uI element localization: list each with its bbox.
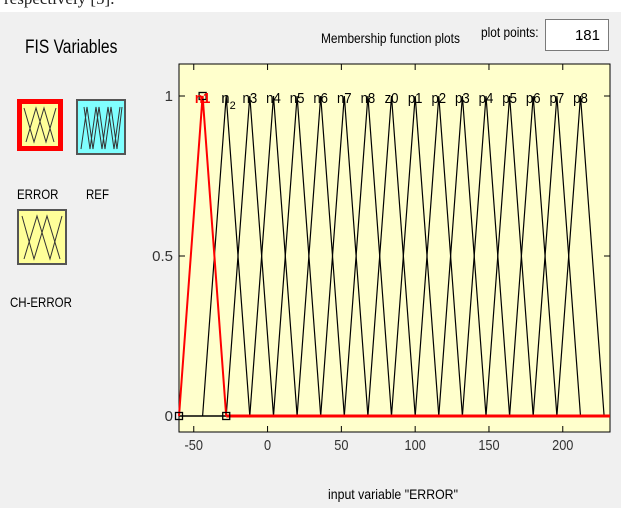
mf-label-p7: p7 xyxy=(550,89,565,106)
y-tick-label: 1 xyxy=(165,88,173,105)
mf-curve-p1 xyxy=(390,95,440,417)
mf-curve-p3 xyxy=(438,95,487,417)
mf-label-p3: p3 xyxy=(455,89,470,106)
variable-label-ref: REF xyxy=(86,186,109,202)
mf-curve-n2 xyxy=(202,95,251,417)
mf-label-p6: p6 xyxy=(526,89,541,106)
mf-curve-p7 xyxy=(532,95,582,417)
input-mf-icon xyxy=(19,211,65,263)
mf-curve-p2 xyxy=(414,95,463,417)
mf-vertex-handle[interactable] xyxy=(174,411,184,421)
variable-block-ref[interactable] xyxy=(76,99,126,155)
mf-label-p8: p8 xyxy=(573,89,588,106)
mf-label-n4: n4 xyxy=(266,89,281,106)
x-tick-label: 0 xyxy=(264,436,271,453)
mf-curve-p8 xyxy=(556,95,605,417)
variable-block-ch-error[interactable] xyxy=(17,209,67,265)
mf-curve-n1 xyxy=(178,95,228,417)
variable-block-error[interactable] xyxy=(17,99,63,151)
mf-label-n7: n7 xyxy=(337,89,352,106)
mf-curve-n8 xyxy=(343,95,393,417)
variable-label-error: ERROR xyxy=(17,186,59,202)
fis-variables-title: FIS Variables xyxy=(25,37,118,58)
input-mf-icon xyxy=(22,104,58,146)
mf-curve-p4 xyxy=(461,95,511,417)
x-tick-label: 200 xyxy=(552,436,573,453)
mf-curve-p6 xyxy=(509,95,558,417)
x-tick-label: 100 xyxy=(405,436,426,453)
y-tick-label: 0 xyxy=(165,408,173,425)
mf-label-p4: p4 xyxy=(479,89,494,106)
document-text-fragment: respectively [5]. xyxy=(0,0,621,12)
mf-label-n6: n6 xyxy=(313,89,328,106)
mf-curve-p5 xyxy=(485,95,534,417)
membership-plots-title: Membership function plots xyxy=(321,30,460,46)
mf-label-n3: n3 xyxy=(243,89,258,106)
plot-points-label: plot points: xyxy=(481,24,539,40)
mf-curve-n6 xyxy=(296,95,345,417)
x-axis-label: input variable "ERROR" xyxy=(328,486,458,502)
mf-vertex-handle[interactable] xyxy=(222,411,231,421)
mf-label-n2: n2 xyxy=(221,90,235,112)
mf-label-p1: p1 xyxy=(408,89,423,106)
mf-curve-n5 xyxy=(272,95,322,417)
mf-label-p5: p5 xyxy=(502,89,517,106)
mf-curve-z0 xyxy=(367,95,416,417)
mf-curve-n4 xyxy=(249,95,298,417)
mf-label-n5: n5 xyxy=(290,89,305,106)
mf-label-p2: p2 xyxy=(431,89,446,106)
x-tick-label: 50 xyxy=(334,436,348,453)
variable-label-ch-error: CH-ERROR xyxy=(10,294,72,310)
y-tick-label: 0.5 xyxy=(152,248,173,265)
x-tick-label: -50 xyxy=(185,436,204,453)
output-mf-icon xyxy=(78,101,124,153)
fragment-text: respectively [5]. xyxy=(4,0,114,9)
mf-label-n1: n1 xyxy=(195,89,211,106)
x-tick-label: 150 xyxy=(478,436,499,453)
mf-vertex-handle[interactable] xyxy=(198,91,207,101)
mf-curve-n3 xyxy=(225,95,275,417)
plot-points-input[interactable] xyxy=(545,19,609,51)
mf-curve-n7 xyxy=(320,95,369,417)
mf-label-n8: n8 xyxy=(361,89,376,106)
mf-label-z0: z0 xyxy=(385,89,399,106)
